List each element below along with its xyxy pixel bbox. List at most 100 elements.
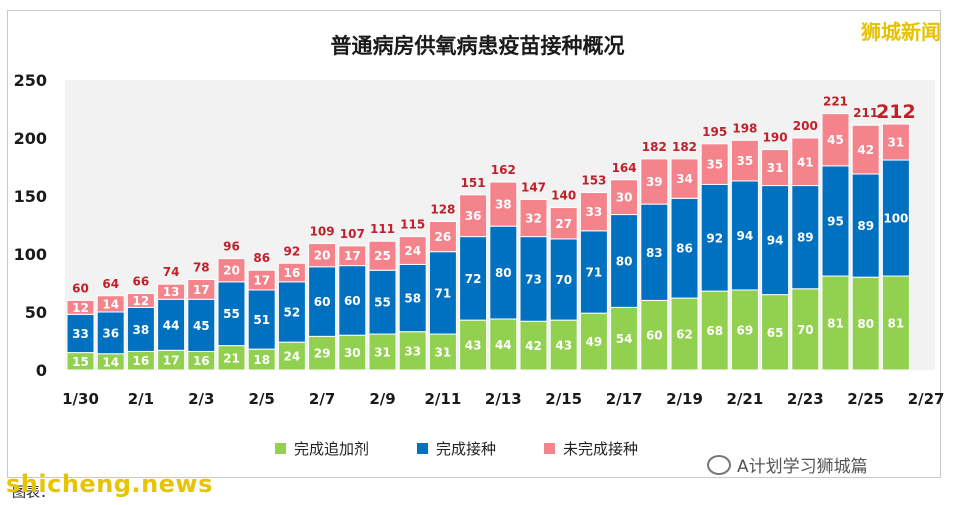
bar-segment xyxy=(187,279,216,300)
data-label: 80 xyxy=(857,317,874,331)
data-label: 43 xyxy=(555,339,572,353)
bar-segment xyxy=(277,281,306,343)
bar-segment xyxy=(640,299,669,371)
x-tick-label: 2/15 xyxy=(545,390,582,408)
data-label: 16 xyxy=(133,354,150,368)
data-label: 17 xyxy=(163,354,180,368)
data-label: 36 xyxy=(465,209,482,223)
data-label: 21 xyxy=(223,351,240,365)
data-label: 20 xyxy=(223,264,240,278)
bar-segment xyxy=(338,334,367,371)
total-label: 92 xyxy=(284,244,301,258)
bar-segment xyxy=(700,290,729,371)
legend-label: 完成接种 xyxy=(436,440,497,458)
x-tick-label: 2/1 xyxy=(128,390,154,408)
data-label: 31 xyxy=(767,161,784,175)
data-label: 30 xyxy=(616,191,633,205)
data-label: 13 xyxy=(163,285,180,299)
x-tick-label: 2/11 xyxy=(425,390,462,408)
data-label: 33 xyxy=(404,344,421,358)
bar-segment xyxy=(519,198,548,238)
legend-label: 完成追加剂 xyxy=(294,440,370,458)
data-label: 92 xyxy=(706,231,723,245)
bar-segment xyxy=(217,281,246,347)
data-label: 52 xyxy=(284,306,301,320)
data-label: 14 xyxy=(102,297,119,311)
bar-segment xyxy=(66,299,95,315)
bar-segment xyxy=(730,139,759,182)
bar-segment xyxy=(761,294,790,371)
bar-segment xyxy=(670,297,699,371)
bar-segment xyxy=(308,335,337,371)
total-label: 162 xyxy=(491,163,516,177)
data-label: 94 xyxy=(737,229,754,243)
total-label: 182 xyxy=(642,140,667,154)
bar-segment xyxy=(217,345,246,371)
data-label: 20 xyxy=(314,249,331,263)
data-label: 70 xyxy=(797,323,814,337)
total-label: 115 xyxy=(400,218,425,232)
x-tick-label: 2/9 xyxy=(369,390,395,408)
bar-segment xyxy=(308,243,337,268)
total-label: 212 xyxy=(876,101,916,123)
data-label: 33 xyxy=(586,205,603,219)
data-label: 31 xyxy=(888,136,905,150)
wechat-icon xyxy=(707,454,731,475)
bar-segment xyxy=(670,158,699,199)
bar-segment xyxy=(217,258,246,283)
data-label: 16 xyxy=(284,266,301,280)
data-label: 65 xyxy=(767,326,784,340)
data-label: 100 xyxy=(883,212,908,226)
data-label: 36 xyxy=(102,326,119,340)
bar-segment xyxy=(459,319,488,371)
bar-segment xyxy=(610,179,639,216)
chart-title: 普通病房供氧病患疫苗接种概况 xyxy=(330,34,625,58)
data-label: 81 xyxy=(888,317,905,331)
data-label: 68 xyxy=(706,324,723,338)
total-label: 195 xyxy=(702,125,727,139)
bar-segment xyxy=(549,207,578,240)
bar-segment xyxy=(821,165,850,277)
source-label: 图表： xyxy=(12,485,54,501)
data-label: 26 xyxy=(435,230,452,244)
total-label: 128 xyxy=(430,203,455,217)
data-label: 95 xyxy=(827,214,844,228)
data-label: 69 xyxy=(737,323,754,337)
data-label: 89 xyxy=(797,231,814,245)
total-label: 164 xyxy=(612,161,637,175)
data-label: 55 xyxy=(223,307,240,321)
y-tick-label: 250 xyxy=(14,71,47,90)
data-label: 32 xyxy=(525,212,542,226)
bar-segment xyxy=(579,192,608,232)
legend-swatch xyxy=(544,443,556,454)
bar-segment xyxy=(549,238,578,321)
y-tick-label: 0 xyxy=(36,361,47,380)
legend-item: 完成接种 xyxy=(417,438,496,459)
total-label: 78 xyxy=(193,261,210,275)
bar-segment xyxy=(398,331,427,371)
data-label: 44 xyxy=(163,318,180,332)
bar-segment xyxy=(338,245,367,267)
bar-segment xyxy=(126,292,155,308)
bar-segment xyxy=(549,319,578,371)
brand-logo: 狮城新闻 xyxy=(861,20,941,44)
data-label: 81 xyxy=(827,317,844,331)
data-label: 54 xyxy=(616,332,633,346)
total-label: 66 xyxy=(133,274,150,288)
y-tick-label: 200 xyxy=(14,129,47,148)
watermark: shicheng.news xyxy=(6,470,213,498)
bar-segment xyxy=(247,269,276,291)
bar-segment xyxy=(428,251,457,335)
total-label: 182 xyxy=(672,140,697,154)
total-label: 74 xyxy=(163,265,180,279)
x-tick-label: 1/30 xyxy=(62,390,99,408)
bar-segment xyxy=(398,263,427,333)
legend-item: 完成追加剂 xyxy=(275,438,369,459)
bar-segment xyxy=(851,124,880,175)
bar-segment xyxy=(700,183,729,292)
total-label: 64 xyxy=(102,277,119,291)
data-label: 31 xyxy=(435,346,452,360)
bar-segment xyxy=(730,180,759,291)
data-label: 60 xyxy=(314,295,331,309)
data-label: 89 xyxy=(857,219,874,233)
